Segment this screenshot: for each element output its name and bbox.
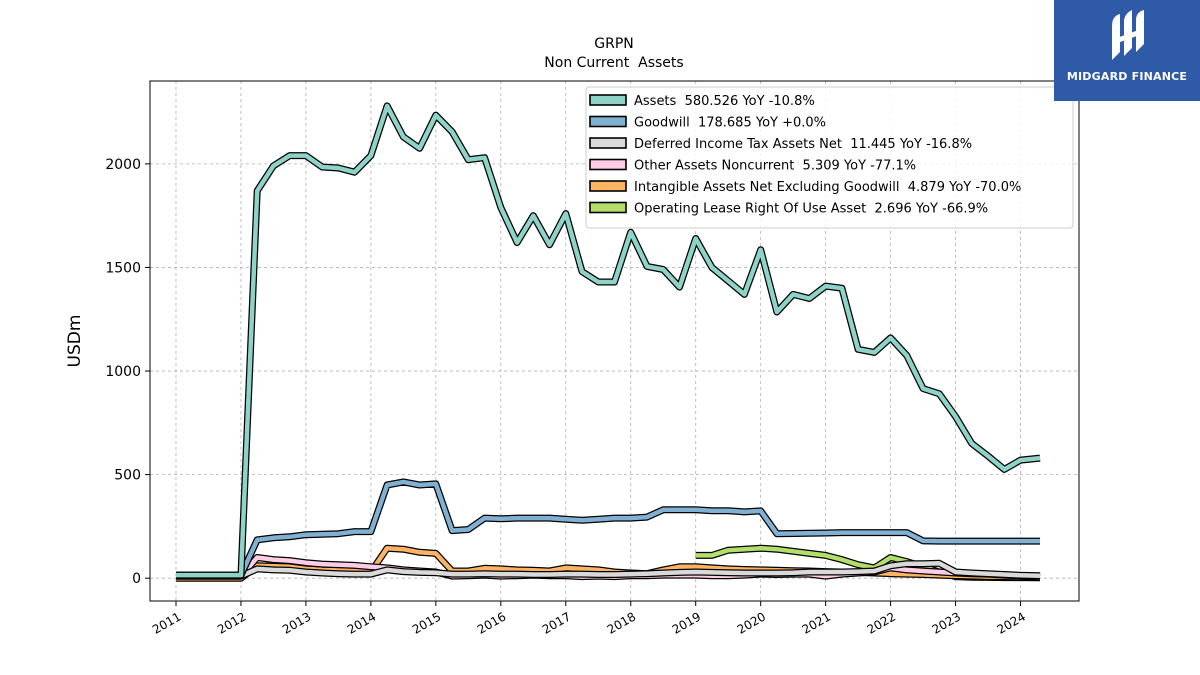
legend-swatch [589,94,627,106]
legend-box [585,86,1074,229]
brand-logo: MIDGARD FINANCE [1054,0,1200,101]
series-0 [176,102,1041,579]
y-tick-label: 1000 [105,364,141,380]
x-tick-label: 2024 [995,609,1028,636]
series-line [176,103,1041,578]
series-2 [176,559,1041,580]
legend-swatch [589,201,627,214]
x-tick-label: 2016 [475,609,508,636]
logo-text: MIDGARD FINANCE [1066,70,1188,83]
legend-label: Assets 580.526 YoY -10.8% [634,94,815,109]
legend-label: Operating Lease Right Of Use Asset 2.696… [634,202,988,217]
y-tick-label: 0 [132,571,141,587]
legend-label: Goodwill 178.685 YoY +0.0% [634,116,826,131]
y-axis-label: USDm [65,315,85,368]
x-tick-label: 2012 [215,609,248,636]
x-tick-label: 2023 [930,609,963,636]
legend-label: Deferred Income Tax Assets Net 11.445 Yo… [634,137,972,152]
x-tick-label: 2021 [800,609,833,636]
series-group [176,102,1041,582]
y-axis: 0 500 1000 1500 2000 [105,157,150,587]
chart-subtitle: Non Current Assets [544,55,683,71]
x-tick-label: 2020 [735,609,768,636]
x-tick-label: 2019 [670,609,703,636]
x-tick-label: 2013 [280,609,313,636]
series-line [176,479,1040,578]
legend: Assets 580.526 YoY -10.8% Goodwill 178.68… [585,86,1074,229]
chart-title: GRPN [594,36,634,52]
legend-swatch [589,158,627,171]
x-tick-label: 2022 [865,609,898,636]
legend-swatch [589,180,627,192]
legend-swatch [589,137,627,149]
legend-label: Intangible Assets Net Excluding Goodwill… [634,180,1021,195]
x-axis: 2011 2012 2013 2014 2015 2016 2017 2018 2019 2020… [150,601,1028,637]
logo-mark-icon [1112,10,1144,60]
y-tick-label: 500 [114,468,141,484]
x-tick-label: 2017 [540,609,573,636]
legend-swatch [589,115,627,128]
x-tick-label: 2015 [410,609,443,636]
plot-frame [149,80,1080,602]
legend-label: Other Assets Noncurrent 5.309 YoY -77.1% [634,159,916,174]
y-tick-label: 1500 [105,260,141,276]
series-line [176,561,1041,579]
x-tick-label: 2011 [150,609,183,636]
x-tick-label: 2014 [345,609,378,636]
x-tick-label: 2018 [605,609,638,636]
y-tick-label: 2000 [105,157,141,173]
series-1 [176,478,1040,579]
